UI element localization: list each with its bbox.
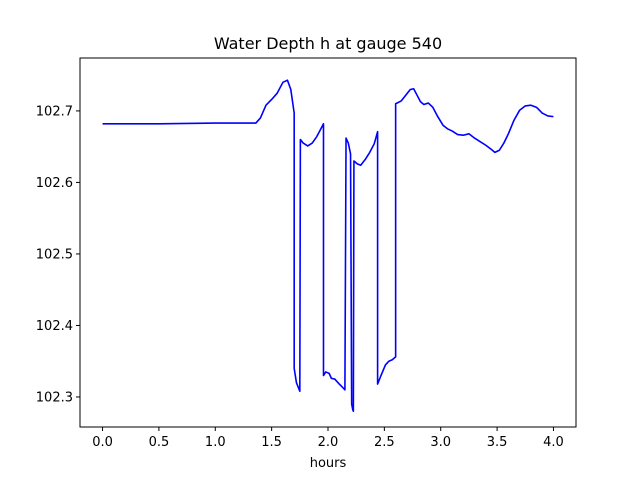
series-layer [102, 79, 554, 413]
y-tick-label: 102.6 [36, 176, 73, 191]
plot-area [79, 57, 577, 428]
y-axis: 102.3 102.4 102.5 102.6 102.7 [36, 104, 80, 405]
x-tick-label: 2.5 [374, 435, 395, 450]
x-axis-label: hours [310, 456, 347, 471]
y-tick-label: 102.4 [36, 319, 73, 334]
y-tick-label: 102.3 [36, 390, 73, 405]
x-tick-label: 0.5 [149, 435, 170, 450]
x-tick-label: 1.0 [205, 435, 226, 450]
x-tick-label: 1.5 [261, 435, 282, 450]
series-line-0 [102, 79, 554, 413]
x-axis: 0.0 0.5 1.0 1.5 2.0 2.5 3.0 3.5 4.0 [92, 427, 564, 450]
x-tick-label: 3.0 [430, 435, 451, 450]
y-tick-label: 102.5 [36, 247, 73, 262]
chart-title: Water Depth h at gauge 540 [214, 34, 442, 53]
x-tick-label: 4.0 [543, 435, 564, 450]
y-tick-label: 102.7 [36, 104, 73, 119]
plot-background [80, 58, 576, 427]
x-tick-label: 0.0 [92, 435, 113, 450]
x-tick-label: 2.0 [318, 435, 339, 450]
x-tick-label: 3.5 [487, 435, 508, 450]
